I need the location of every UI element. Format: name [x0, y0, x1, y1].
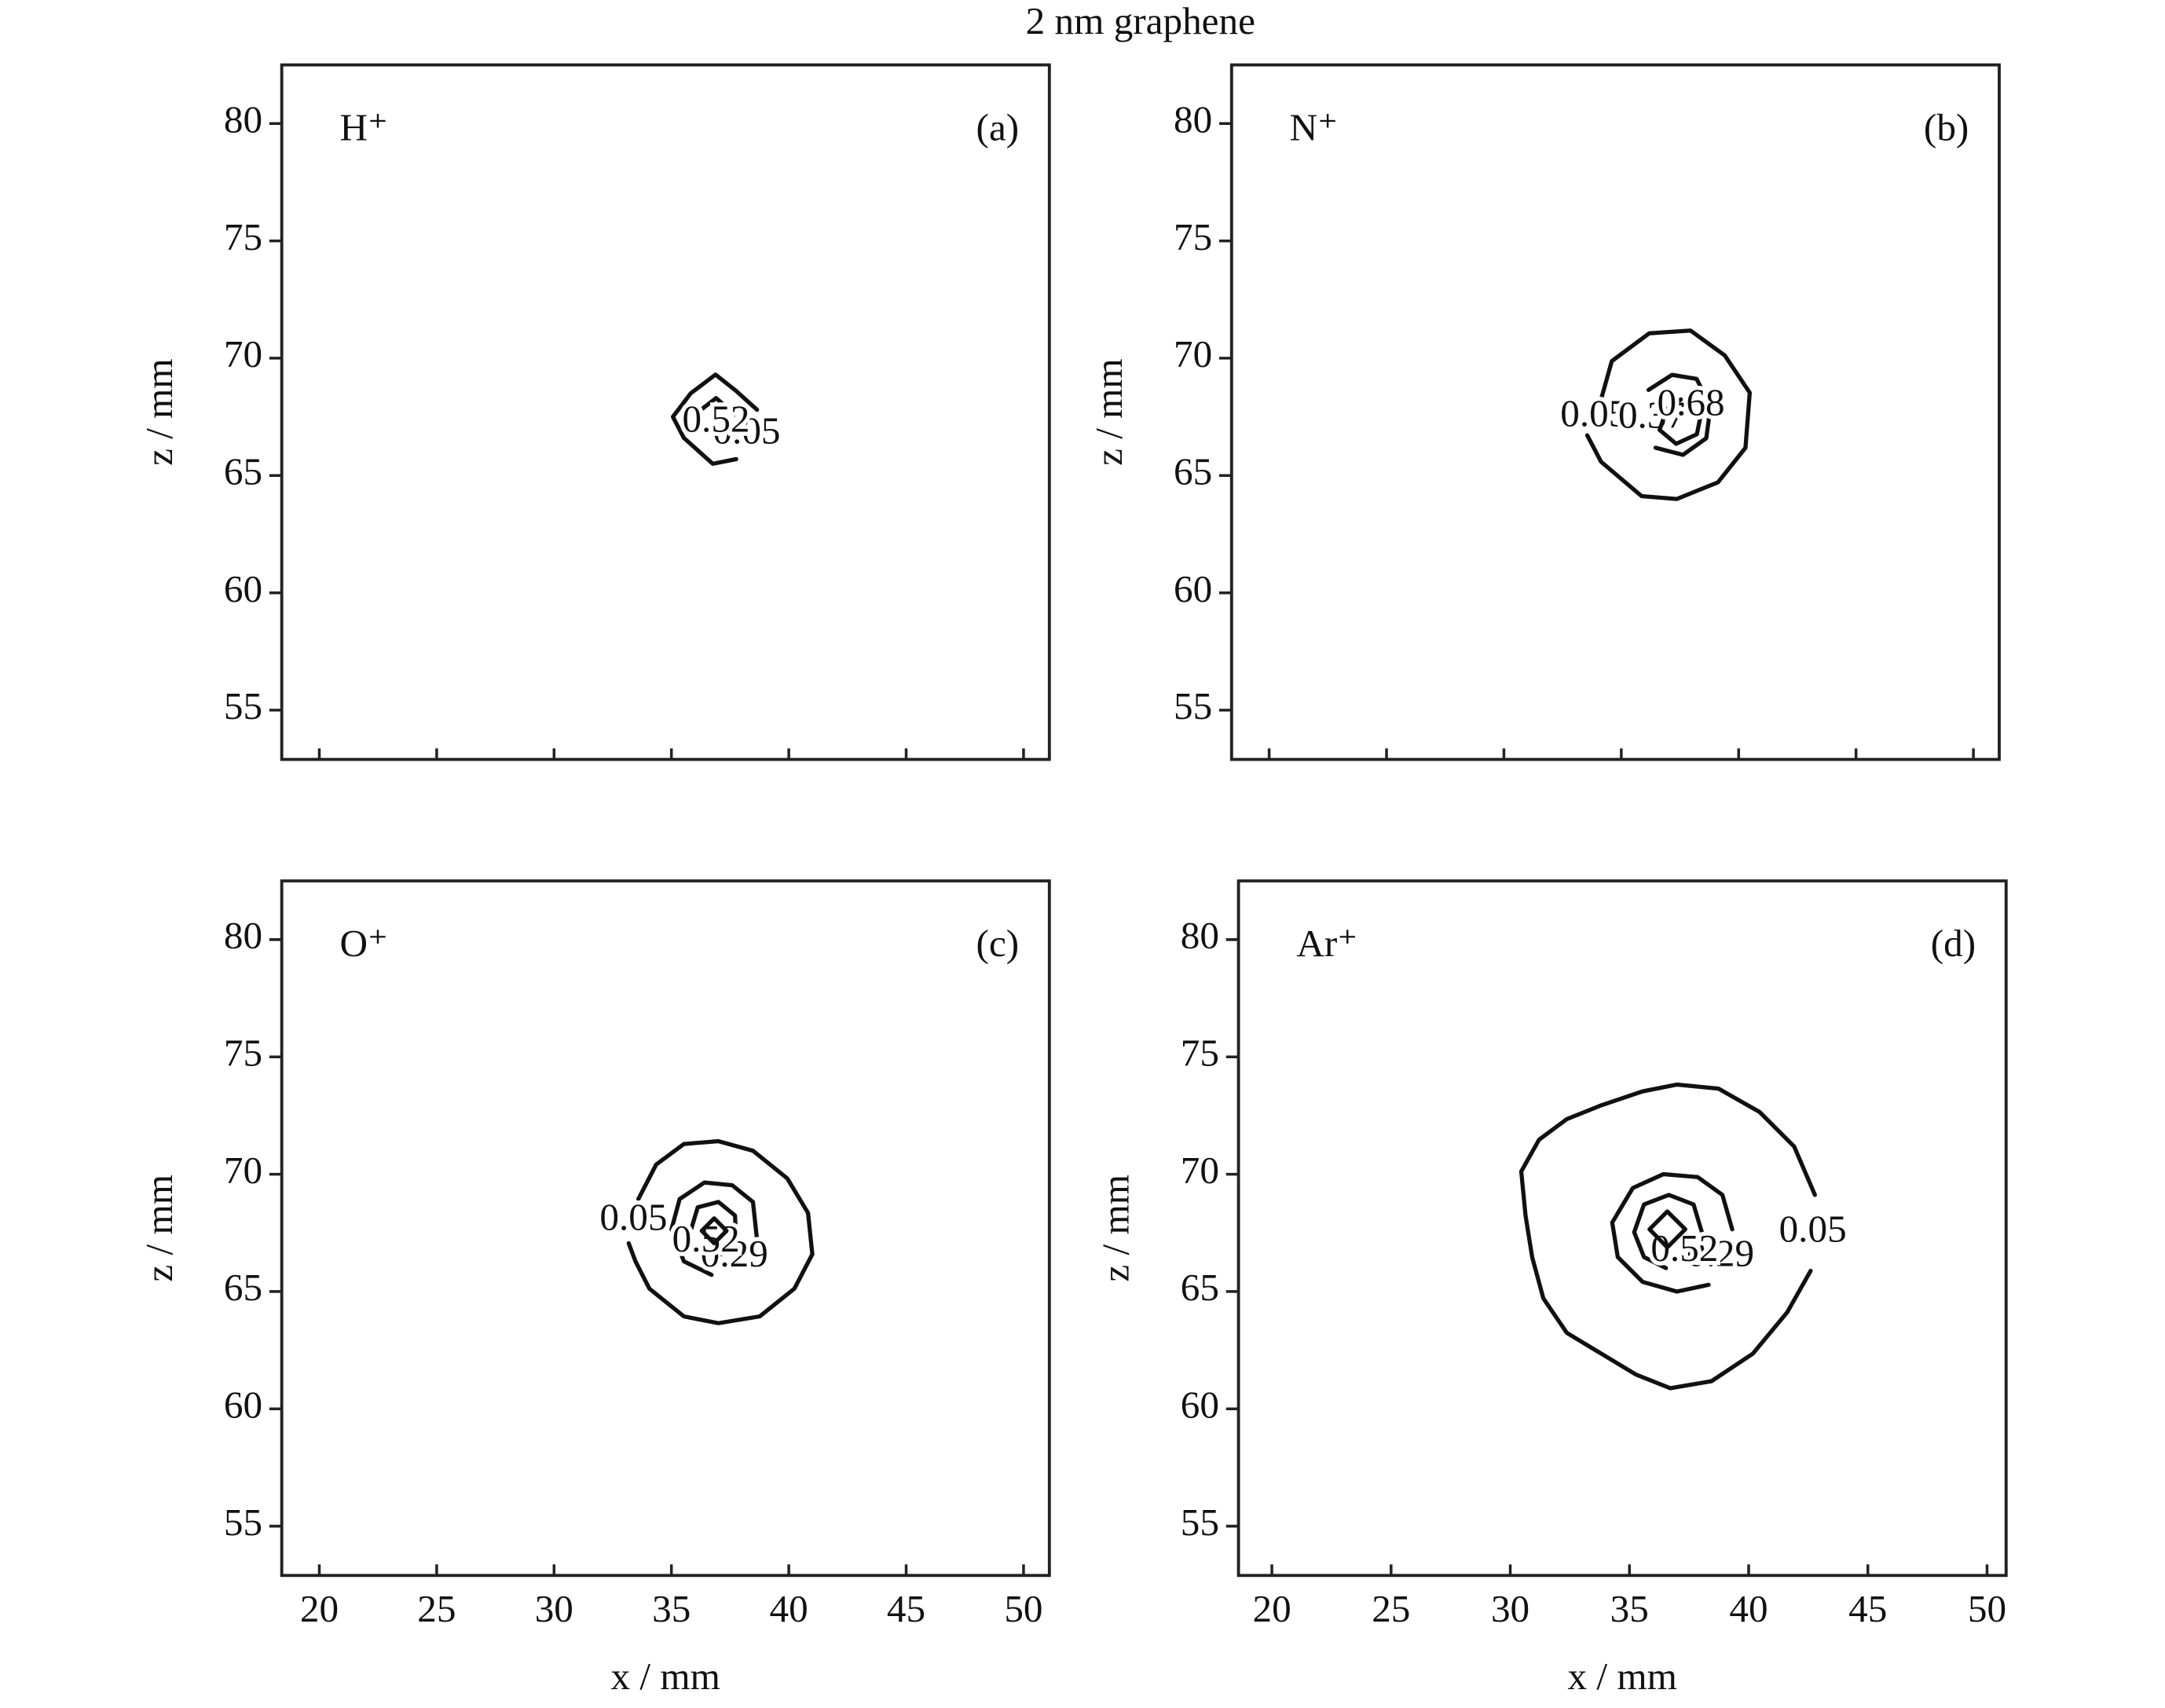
contour-line	[1657, 397, 1704, 446]
y-tick-label: 75	[224, 215, 262, 258]
y-tick-label: 80	[224, 914, 262, 957]
panel: 55 60 65 70 75 80 z / mm H⁺ (a) 0.050.52	[137, 63, 1051, 761]
x-tick-label: 45	[887, 1587, 925, 1630]
contour-line	[1518, 1082, 1817, 1391]
x-tick-label: 20	[300, 1587, 339, 1630]
y-tick-label: 70	[224, 1149, 262, 1192]
y-tick-label: 75	[1174, 215, 1212, 258]
y-tick-label: 70	[224, 332, 262, 376]
y-axis-label: z / mm	[1087, 358, 1130, 466]
x-axis-label: x / mm	[1567, 1655, 1676, 1698]
x-tick-label: 35	[1610, 1587, 1649, 1630]
y-tick-label: 60	[1174, 567, 1212, 610]
ion-label: Ar⁺	[1296, 922, 1357, 965]
y-axis-label: z / mm	[1094, 1175, 1137, 1282]
contour-line	[1584, 328, 1753, 501]
x-tick-label: 50	[1968, 1587, 2006, 1630]
figure-title: 2 nm graphene	[1026, 0, 1255, 42]
y-tick-label: 55	[224, 684, 262, 728]
contour-label: 0.05	[599, 1196, 667, 1239]
plot-frame	[280, 879, 1051, 1578]
contour-label: 0.52	[1650, 1226, 1718, 1270]
plot-frame	[280, 63, 1051, 761]
contour-label: 0.05	[713, 409, 780, 452]
y-tick-label: 80	[1174, 98, 1212, 141]
x-axis-label: x / mm	[611, 1655, 720, 1698]
contour-line	[669, 1180, 760, 1277]
contour-label: 0.29	[1687, 1231, 1754, 1274]
panel-label: (b)	[1924, 105, 1969, 148]
plot-frame	[1229, 63, 2001, 761]
panel-label: (a)	[976, 105, 1020, 148]
y-tick-label: 75	[224, 1032, 262, 1075]
y-tick-label: 70	[1174, 332, 1212, 376]
panel: 55 60 65 70 75 80 20 25 30 35 40 45 50 x / mm z / mm O⁺…	[137, 879, 1051, 1698]
y-axis-label: z / mm	[137, 358, 181, 466]
contour-line	[688, 1200, 738, 1257]
contour-label: 0.52	[672, 1217, 740, 1260]
contour-label: 0.52	[682, 397, 749, 440]
x-tick-label: 50	[1004, 1587, 1042, 1630]
ion-label: N⁺	[1290, 105, 1338, 148]
contour-label: 0.05	[1560, 392, 1628, 435]
y-tick-label: 75	[1181, 1032, 1219, 1075]
y-tick-label: 55	[1181, 1501, 1219, 1544]
x-tick-label: 25	[417, 1587, 456, 1630]
panel: 55 60 65 70 75 80 z / mm N⁺ (b) 0.050.370.68	[1087, 63, 2001, 761]
contour-line	[670, 372, 760, 466]
y-tick-label: 65	[224, 450, 262, 493]
x-tick-label: 25	[1372, 1587, 1410, 1630]
y-tick-label: 65	[224, 1266, 262, 1309]
contour-line	[626, 1138, 815, 1325]
y-tick-label: 55	[224, 1501, 262, 1544]
contour-label: 0.37	[1618, 393, 1686, 436]
contour-line	[1646, 372, 1713, 457]
ion-label: O⁺	[339, 922, 387, 965]
y-tick-label: 65	[1174, 450, 1212, 493]
x-tick-label: 30	[1491, 1587, 1529, 1630]
y-tick-label: 60	[224, 1384, 262, 1427]
x-tick-label: 45	[1848, 1587, 1887, 1630]
y-axis-label: z / mm	[137, 1175, 181, 1282]
contour-line	[1610, 1171, 1735, 1294]
x-tick-label: 20	[1252, 1587, 1291, 1630]
x-tick-label: 40	[1729, 1587, 1768, 1630]
y-tick-label: 60	[224, 567, 262, 610]
x-tick-label: 40	[770, 1587, 808, 1630]
panel-label: (c)	[976, 922, 1020, 965]
ion-label: H⁺	[339, 105, 387, 148]
contour-line	[699, 1216, 729, 1246]
contour-label: 0.68	[1658, 381, 1725, 424]
y-tick-label: 80	[1181, 914, 1219, 957]
contour-label: 0.05	[1779, 1208, 1847, 1251]
panel-label: (d)	[1931, 922, 1976, 965]
contour-line	[693, 396, 738, 434]
contour-line	[1647, 1209, 1687, 1250]
x-tick-label: 30	[535, 1587, 573, 1630]
plot-frame	[1236, 879, 2008, 1578]
y-tick-label: 60	[1181, 1384, 1219, 1427]
y-tick-label: 55	[1174, 684, 1212, 728]
x-tick-label: 35	[652, 1587, 691, 1630]
y-tick-label: 70	[1181, 1149, 1219, 1192]
contour-line	[1632, 1193, 1705, 1270]
y-tick-label: 65	[1181, 1266, 1219, 1309]
y-tick-label: 80	[224, 98, 262, 141]
panel: 55 60 65 70 75 80 20 25 30 35 40 45 50 x / mm z / mm Ar…	[1094, 879, 2008, 1698]
